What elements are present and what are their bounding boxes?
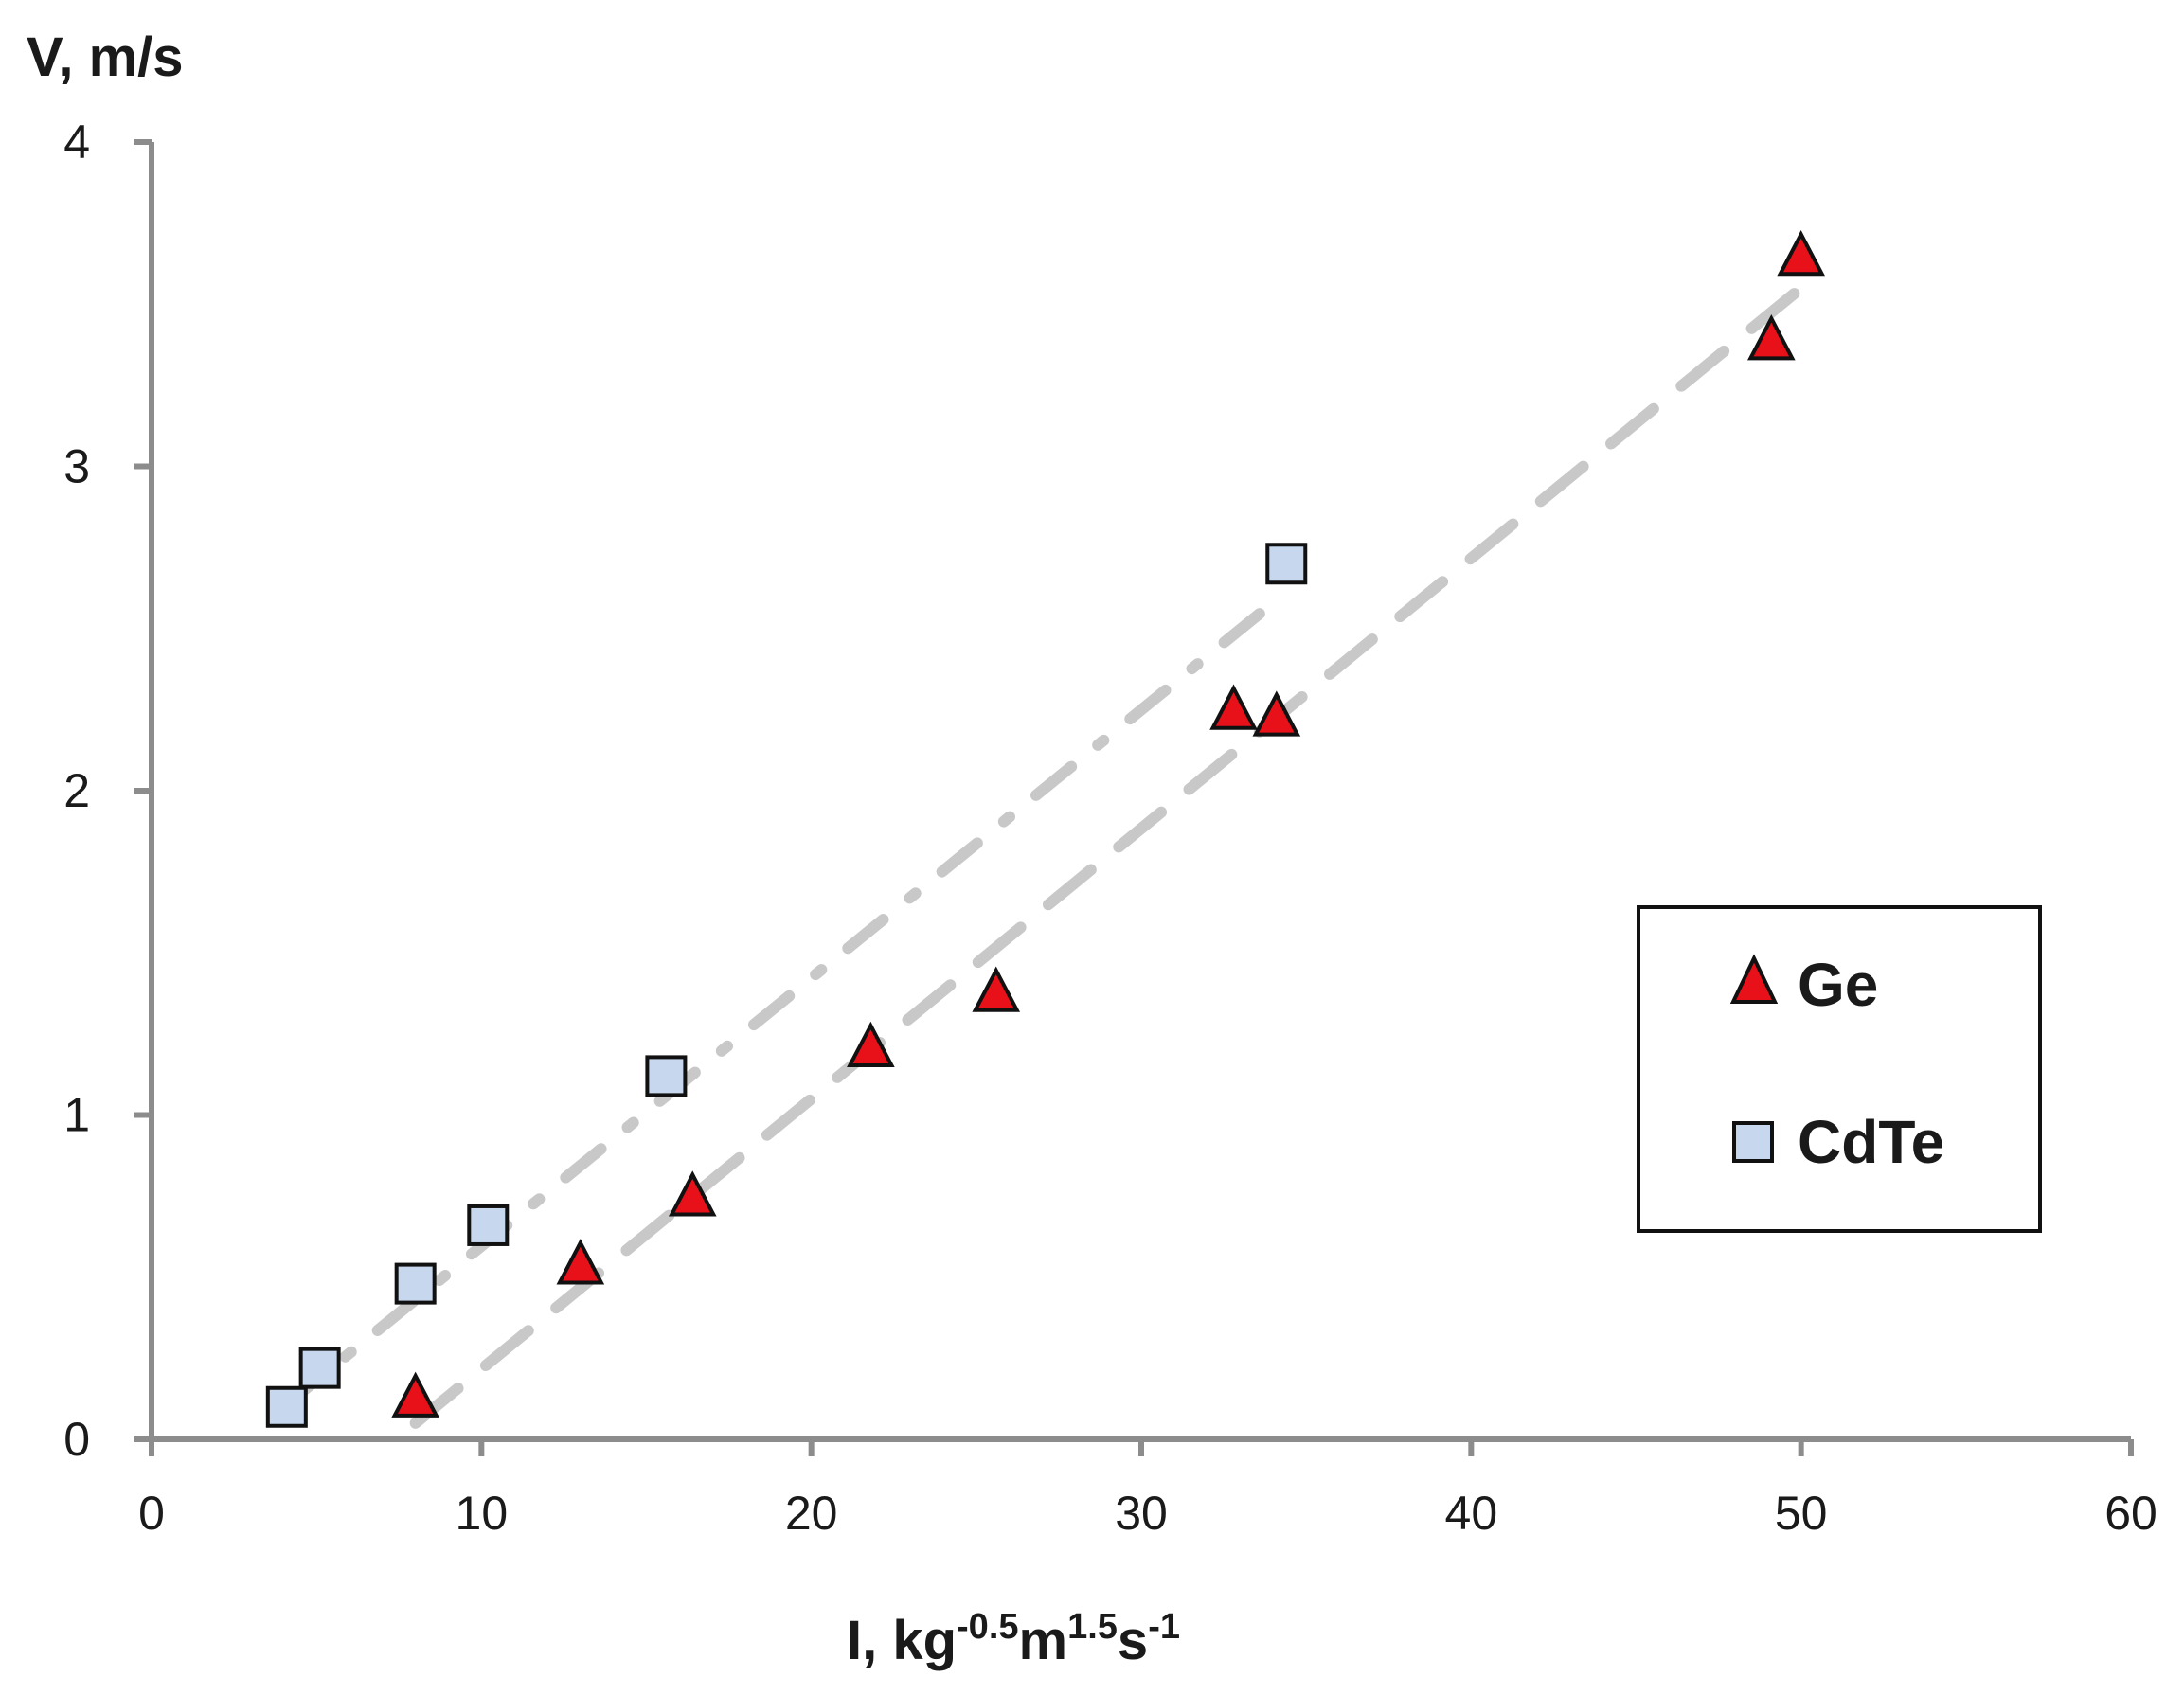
- point-cdte: [394, 1262, 437, 1305]
- x-tick-label: 60: [2104, 1487, 2157, 1540]
- x-axis-title-mid2: s: [1118, 1610, 1148, 1671]
- trendline-cdte: [277, 597, 1280, 1413]
- x-axis-title-base: I, kg: [847, 1610, 957, 1671]
- data-markers: [265, 229, 1825, 1428]
- x-tick-label: 40: [1445, 1487, 1498, 1540]
- point-cdte: [467, 1204, 510, 1246]
- point-ge: [972, 966, 1021, 1012]
- y-tick-label: 0: [63, 1413, 90, 1466]
- point-ge: [668, 1170, 717, 1217]
- point-ge: [391, 1371, 439, 1418]
- trendlines: [277, 282, 1807, 1429]
- x-tick-label: 50: [1775, 1487, 1828, 1540]
- point-cdte: [265, 1385, 308, 1428]
- point-ge: [1777, 229, 1825, 277]
- point-ge: [847, 1021, 895, 1067]
- legend-box: [1637, 905, 2042, 1233]
- y-tick-label: 2: [63, 764, 90, 817]
- legend-label-cdte: CdTe: [1798, 1108, 1944, 1176]
- point-cdte: [298, 1347, 341, 1389]
- x-axis-title-exp2: 1.5: [1067, 1607, 1118, 1647]
- point-ge: [1252, 690, 1301, 737]
- x-axis-title-exp1: -0.5: [957, 1607, 1018, 1647]
- x-axis-title-mid1: m: [1019, 1610, 1068, 1671]
- point-ge: [556, 1239, 605, 1285]
- legend: Ge CdTe: [1637, 905, 2042, 1233]
- y-axis-title: V, m/s: [27, 27, 184, 88]
- y-tick-label: 4: [63, 116, 90, 169]
- point-cdte: [645, 1055, 688, 1097]
- ticks: 0 10 20 30 40 50 60 0 1 2 3 4: [63, 116, 2157, 1540]
- x-tick-label: 10: [456, 1487, 509, 1540]
- legend-label-ge: Ge: [1798, 951, 1878, 1019]
- x-axis-title: I, kg-0.5m1.5s-1: [847, 1607, 1180, 1671]
- legend-marker-cdte: [1732, 1121, 1774, 1163]
- x-tick-label: 20: [785, 1487, 838, 1540]
- y-tick-label: 3: [63, 440, 90, 493]
- point-cdte: [1265, 543, 1308, 585]
- point-ge: [1209, 684, 1258, 730]
- point-ge: [1747, 314, 1796, 361]
- y-tick-label: 1: [63, 1089, 90, 1142]
- trendline-ge: [409, 282, 1807, 1429]
- x-tick-label: 0: [138, 1487, 165, 1540]
- x-tick-label: 30: [1115, 1487, 1168, 1540]
- axes: [149, 142, 2131, 1442]
- x-axis-title-exp3: -1: [1148, 1607, 1180, 1647]
- legend-marker-ge: [1729, 954, 1779, 1004]
